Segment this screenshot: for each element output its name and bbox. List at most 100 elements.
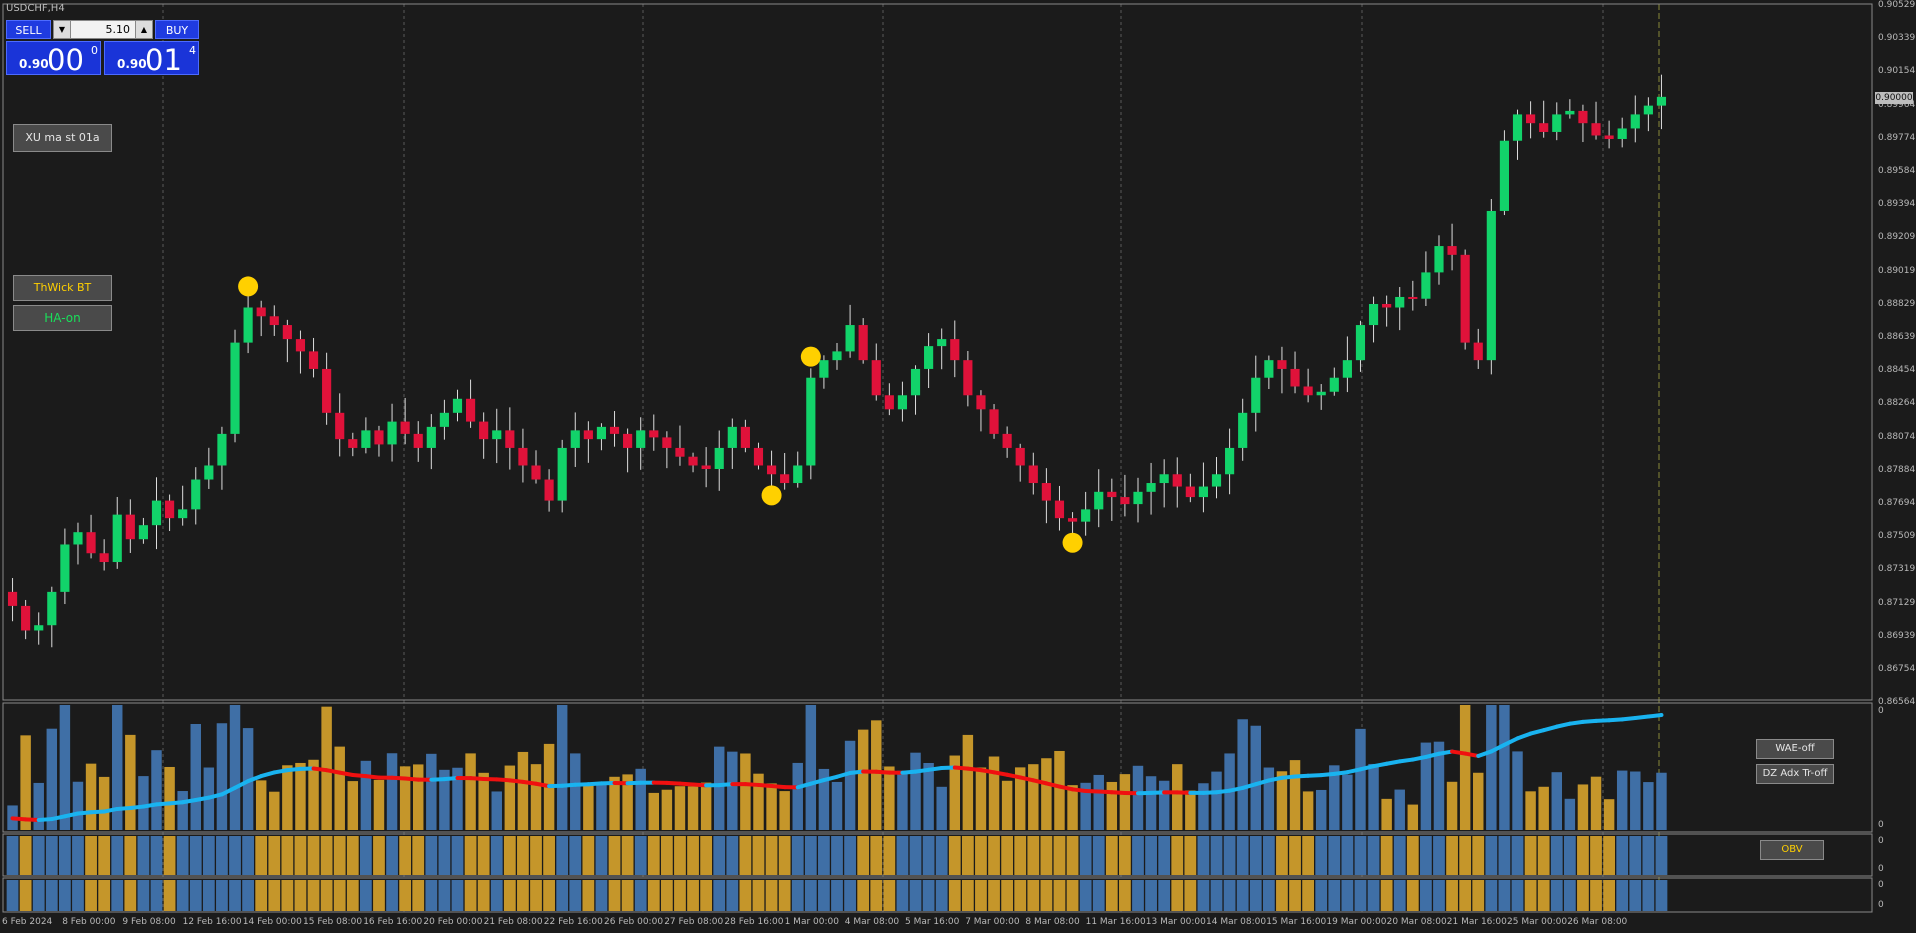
candle-body	[1434, 246, 1444, 273]
obv-bar	[1315, 836, 1328, 875]
lot-size-value[interactable]: 5.10	[105, 23, 131, 36]
candle-body	[884, 395, 894, 410]
histogram-bar	[439, 769, 450, 830]
obv-bar	[1027, 880, 1040, 911]
obv-bar	[1027, 836, 1040, 875]
trend-line-segment	[10, 816, 28, 822]
histogram-bar	[1172, 764, 1183, 830]
thwick-bt-button[interactable]: ThWick BT	[13, 275, 112, 301]
obv-bar	[425, 880, 438, 911]
signal-dots	[238, 276, 1083, 553]
obv-bar	[202, 880, 215, 911]
candle-body	[73, 532, 83, 545]
obv-bar	[935, 880, 948, 911]
obv-bar	[961, 880, 974, 911]
obv-bar	[333, 880, 346, 911]
candle-body	[439, 412, 449, 427]
ask-pip-digit: 4	[189, 44, 196, 57]
histogram-bar	[1250, 725, 1262, 830]
histogram-bar	[360, 760, 372, 830]
candle-body	[583, 430, 593, 440]
candle-body	[662, 437, 672, 448]
obv-bar	[176, 880, 189, 911]
trend-line-segment	[808, 778, 826, 786]
candle-body	[1578, 110, 1588, 124]
time-axis-label: 14 Feb 00:00	[242, 917, 302, 927]
obv-bar	[307, 880, 320, 911]
xu-ma-st-button[interactable]: XU ma st 01a	[13, 124, 112, 152]
obv-bar	[752, 880, 765, 911]
wae-toggle-button[interactable]: WAE-off	[1756, 739, 1834, 759]
histogram-bar	[635, 768, 646, 830]
candle-body	[282, 325, 292, 340]
obv-bar	[98, 880, 111, 911]
obv-bar	[503, 836, 516, 875]
trend-line-segment	[1515, 731, 1533, 741]
candle-body	[269, 316, 279, 326]
candle-body	[1460, 254, 1470, 343]
trend-line-segment	[1005, 772, 1023, 780]
histogram-bar	[988, 756, 1000, 830]
candle-body	[335, 412, 345, 440]
obv-bar	[1420, 880, 1432, 911]
obv-bar	[202, 836, 215, 875]
chevron-down-icon[interactable]: ▼	[54, 21, 71, 38]
histogram-bar	[583, 783, 594, 830]
trend-line-segment	[49, 814, 67, 822]
candle-body	[897, 395, 908, 410]
histogram-bar	[1433, 741, 1445, 830]
trend-line-segment	[835, 770, 853, 779]
chevron-up-icon[interactable]: ▲	[135, 21, 152, 38]
buy-button[interactable]: BUY	[155, 20, 199, 39]
obv-bar	[268, 836, 281, 875]
obv-bar	[307, 836, 320, 875]
time-axis-label: 8 Mar 08:00	[1025, 917, 1080, 927]
histogram-bar	[1237, 719, 1248, 830]
price-axis-label: 0.89774	[1878, 132, 1916, 143]
histogram-bar	[556, 705, 568, 830]
obv-bar	[1092, 836, 1105, 875]
candle-body	[531, 465, 541, 480]
obv-bar	[1197, 836, 1210, 875]
dz-adx-toggle-button[interactable]: DZ Adx Tr-off	[1756, 764, 1834, 784]
histogram-bar	[138, 776, 149, 830]
obv-bar	[1563, 836, 1576, 875]
time-axis-label: 27 Feb 08:00	[664, 917, 724, 927]
trend-line-segment	[1018, 775, 1036, 783]
candle-body	[570, 430, 580, 448]
ha-toggle-button[interactable]: HA-on	[13, 305, 112, 331]
sell-button[interactable]: SELL	[6, 20, 51, 39]
obv-bar	[1001, 880, 1014, 911]
obv-bar	[150, 880, 163, 911]
trend-line-segment	[1423, 751, 1441, 759]
bid-price-button[interactable]: 0.90 00 0	[6, 41, 101, 77]
obv-bar	[1210, 880, 1223, 911]
obv-bar	[386, 880, 398, 911]
histogram-bar	[1577, 784, 1589, 830]
trend-line-segment	[1436, 749, 1455, 756]
candle-body	[910, 368, 921, 396]
obv-bar	[1119, 880, 1131, 911]
signal-dot	[800, 346, 821, 367]
signal-dot	[761, 485, 782, 506]
obv-bar	[543, 880, 555, 911]
time-axis-label: 7 Mar 00:00	[965, 917, 1020, 927]
obv-bar	[1119, 836, 1131, 875]
histogram-bar	[491, 791, 502, 830]
time-axis-label: 28 Feb 16:00	[724, 917, 784, 927]
candle-body	[1447, 246, 1457, 255]
obv-toggle-button[interactable]: OBV	[1760, 840, 1824, 860]
time-axis-label: 4 Mar 08:00	[844, 917, 900, 927]
trend-line-segment	[36, 817, 54, 822]
lot-size-stepper[interactable]: ▼ 5.10 ▲	[53, 20, 153, 39]
candle-body	[924, 346, 934, 369]
trend-line-segment	[1345, 767, 1363, 775]
histogram-bar	[1119, 774, 1131, 830]
obv-bar	[1289, 880, 1301, 911]
ask-price-button[interactable]: 0.90 01 4	[104, 41, 199, 77]
histogram-bar	[478, 772, 489, 830]
candle-body	[557, 447, 567, 501]
obv-bar	[1158, 880, 1171, 911]
trend-line-segment	[193, 795, 211, 803]
obv-bar	[948, 836, 961, 875]
